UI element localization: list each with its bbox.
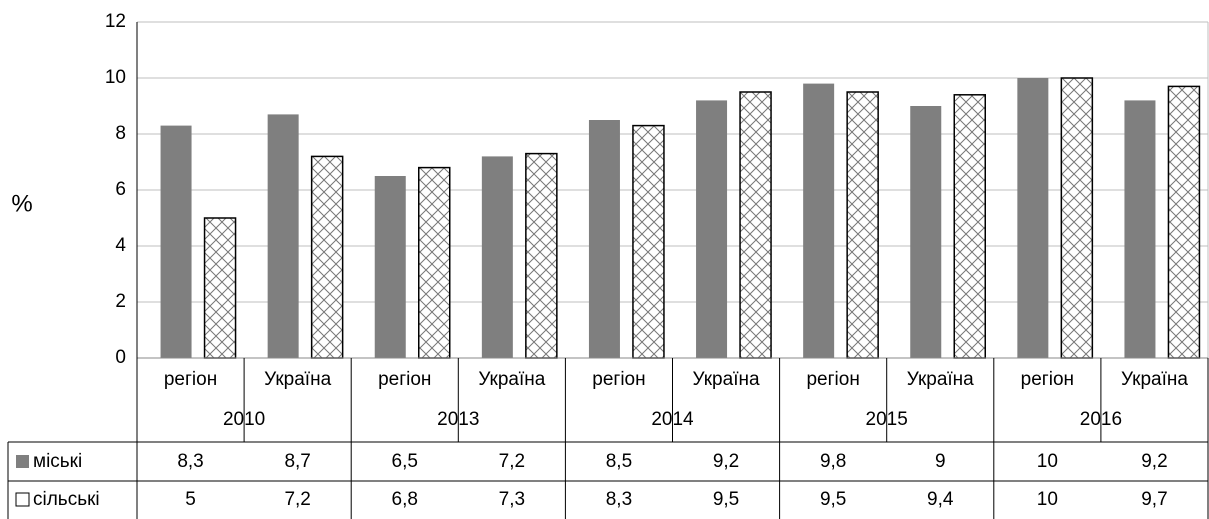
x-tick-label: регіон <box>378 369 431 390</box>
bar <box>846 91 879 359</box>
table-value: 9,5 <box>820 489 846 510</box>
y-tick-label: 6 <box>115 179 126 200</box>
x-tick-label: Україна <box>693 369 760 390</box>
y-axis-label: % <box>11 190 32 217</box>
table-value: 8,3 <box>177 451 203 472</box>
bar <box>267 114 299 359</box>
bar <box>310 155 344 359</box>
x-tick-label: Україна <box>907 369 974 390</box>
bar <box>525 152 558 359</box>
table-value: 9,7 <box>1141 489 1167 510</box>
bar <box>374 176 406 358</box>
table-value: 10 <box>1037 489 1058 510</box>
table-value: 6,8 <box>392 489 418 510</box>
x-tick-label: регіон <box>806 369 859 390</box>
table-value: 9,2 <box>1141 451 1167 472</box>
bar <box>588 120 620 358</box>
bar <box>1124 100 1156 359</box>
x-tick-label: регіон <box>164 369 217 390</box>
table-value: 7,2 <box>284 489 310 510</box>
legend-marker <box>15 492 30 507</box>
bar <box>160 125 192 358</box>
y-tick-label: 4 <box>115 235 126 256</box>
y-tick-label: 0 <box>115 347 126 368</box>
bar <box>481 156 513 358</box>
x-tick-label: Україна <box>1121 369 1188 390</box>
legend-marker <box>16 455 29 468</box>
y-tick-label: 2 <box>115 291 126 312</box>
bar <box>1017 78 1049 358</box>
bar <box>632 124 665 359</box>
table-value: 8,7 <box>284 451 310 472</box>
table-value: 10 <box>1037 451 1058 472</box>
bar <box>739 91 772 359</box>
table-value: 8,5 <box>606 451 632 472</box>
legend-label: сільські <box>33 489 100 510</box>
y-tick-label: 8 <box>115 123 126 144</box>
bar <box>418 166 451 359</box>
table-value: 8,3 <box>606 489 632 510</box>
legend-label: міські <box>33 451 82 472</box>
bar <box>1167 85 1201 359</box>
bar <box>910 106 942 358</box>
table-value: 9,8 <box>820 451 846 472</box>
x-tick-label: Україна <box>264 369 331 390</box>
table-value: 7,2 <box>499 451 525 472</box>
bar <box>1060 77 1094 359</box>
table-value: 6,5 <box>392 451 418 472</box>
x-tick-label: регіон <box>1021 369 1074 390</box>
bar <box>803 83 835 358</box>
table-value: 9,2 <box>713 451 739 472</box>
y-tick-label: 12 <box>105 11 126 32</box>
bar <box>953 94 986 359</box>
table-value: 9,5 <box>713 489 739 510</box>
bar <box>696 100 728 359</box>
x-tick-label: регіон <box>592 369 645 390</box>
table-value: 5 <box>185 489 196 510</box>
table-value: 7,3 <box>499 489 525 510</box>
x-tick-label: Україна <box>478 369 545 390</box>
table-value: 9,4 <box>927 489 954 510</box>
table-value: 9 <box>935 451 946 472</box>
bar <box>203 217 237 359</box>
y-tick-label: 10 <box>105 67 126 88</box>
